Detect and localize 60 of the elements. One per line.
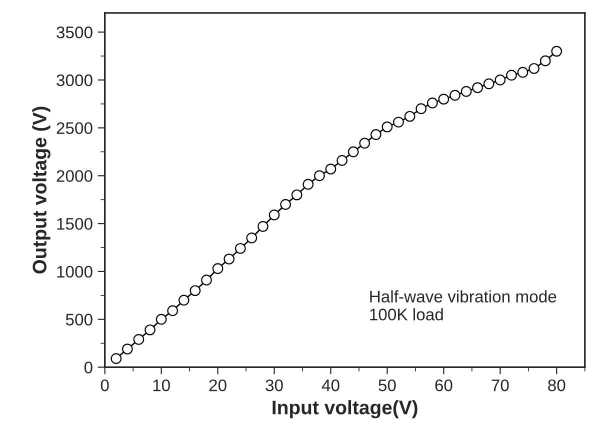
- point: [178, 294, 190, 306]
- point: [133, 334, 144, 345]
- point: [258, 221, 268, 232]
- point: [246, 232, 258, 244]
- point: [483, 78, 494, 90]
- x-tick-label: 30: [266, 379, 283, 392]
- x-tick-label: 60: [435, 379, 452, 392]
- point: [291, 189, 302, 200]
- point: [472, 82, 483, 94]
- point: [280, 199, 291, 210]
- point: [506, 70, 517, 81]
- point: [224, 254, 234, 264]
- point: [359, 138, 370, 149]
- point: [460, 86, 472, 97]
- point: [416, 103, 427, 114]
- y-tick-label: 0: [84, 362, 92, 374]
- x-tick-label: 80: [548, 379, 566, 392]
- point: [122, 344, 133, 354]
- point: [404, 110, 416, 122]
- point: [336, 154, 348, 166]
- point: [144, 324, 156, 336]
- point: [348, 146, 359, 158]
- point: [201, 274, 212, 286]
- annotation: Half-wave vibration mode 100K load: [370, 290, 556, 320]
- point: [268, 210, 280, 220]
- x-tick-label: 0: [100, 379, 109, 392]
- point: [551, 46, 562, 57]
- point: [212, 263, 224, 274]
- y-tick-label: 3500: [56, 26, 92, 38]
- point: [450, 90, 460, 101]
- point: [426, 98, 438, 108]
- x-tick-label: 70: [492, 379, 509, 392]
- point: [234, 243, 246, 254]
- point: [517, 66, 528, 78]
- point: [110, 353, 122, 364]
- point: [528, 63, 540, 74]
- x-tick-label: 40: [322, 379, 340, 392]
- point: [438, 94, 450, 105]
- point: [540, 55, 551, 66]
- point: [382, 121, 393, 132]
- point: [302, 178, 314, 190]
- point: [370, 129, 382, 140]
- point: [494, 74, 506, 86]
- y-tick-label: 2500: [56, 122, 92, 134]
- point: [156, 314, 167, 325]
- y-tick-label: 2000: [56, 170, 92, 182]
- y-tick-label: 1500: [57, 218, 92, 230]
- y-axis-title: Output voltage (V): [32, 106, 50, 274]
- point: [190, 285, 201, 296]
- point: [167, 305, 178, 316]
- point: [393, 116, 404, 128]
- y-tick-label: 1000: [57, 266, 92, 278]
- point: [325, 164, 336, 174]
- x-axis-title: Input voltage(V): [272, 400, 418, 418]
- x-tick-label: 50: [378, 379, 396, 392]
- x-tick-label: 20: [209, 379, 226, 392]
- y-tick-label: 3000: [56, 74, 92, 86]
- point: [314, 170, 325, 182]
- y-tick-label: 500: [66, 314, 92, 326]
- x-tick-label: 10: [153, 379, 170, 392]
